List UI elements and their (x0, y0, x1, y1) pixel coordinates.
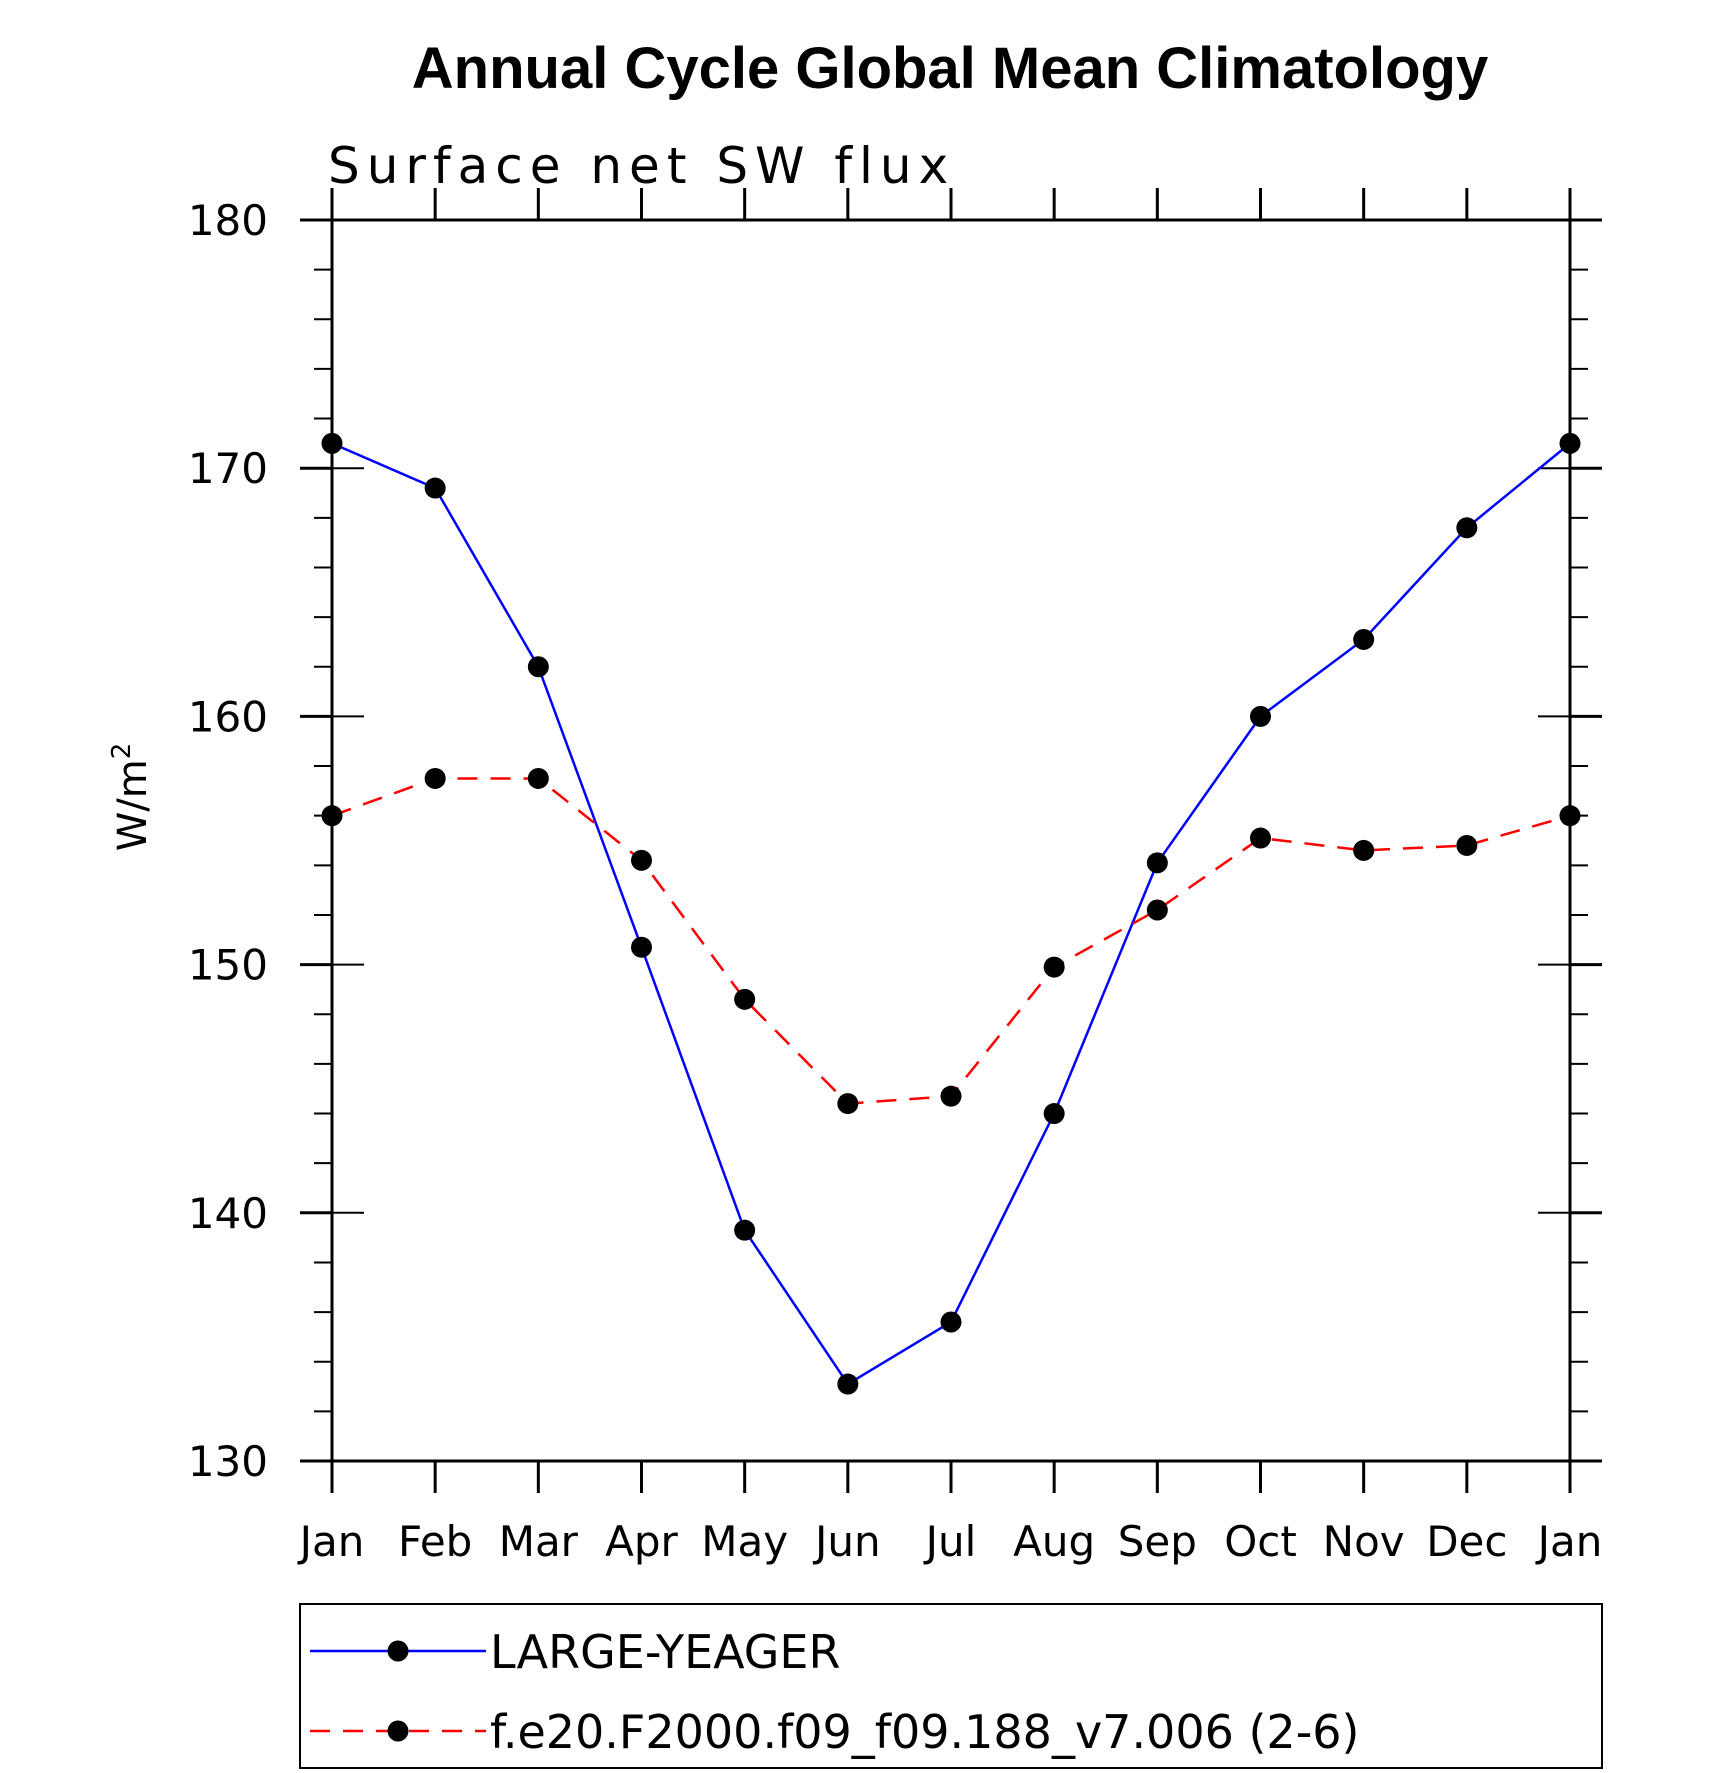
data-point-series-1 (1559, 432, 1581, 454)
data-point-series-2 (424, 767, 446, 789)
y-axis-label-base: W/m (110, 759, 156, 851)
data-point-series-2 (1456, 834, 1478, 856)
x-tick-label: Jun (812, 1517, 881, 1566)
data-point-series-2 (1353, 839, 1375, 861)
x-tick-label: Aug (1013, 1517, 1095, 1566)
data-point-series-2 (1250, 827, 1271, 849)
x-tick-label: Dec (1426, 1517, 1507, 1566)
legend-marker-2 (387, 1720, 409, 1742)
chart-title: Annual Cycle Global Mean Climatology (412, 36, 1488, 101)
x-tick-label: Apr (605, 1517, 678, 1566)
data-point-series-1 (1456, 517, 1478, 539)
data-point-series-1 (424, 477, 446, 499)
series-layer (321, 432, 1581, 1395)
y-tick-label: 130 (188, 1437, 268, 1486)
x-tick-label: Oct (1224, 1517, 1297, 1566)
x-axis: Jan Feb Mar Apr May Jun Jul Aug Sep Oct Nov Dec Jan (297, 188, 1603, 1566)
data-point-series-2 (734, 988, 756, 1010)
data-point-series-1 (837, 1373, 859, 1395)
data-point-series-1 (940, 1311, 962, 1333)
x-tick-label: Jan (297, 1517, 365, 1566)
data-point-series-2 (1043, 956, 1065, 978)
y-tick-label: 180 (188, 196, 268, 245)
data-point-series-2 (837, 1093, 859, 1115)
data-point-series-2 (1146, 899, 1168, 921)
svg-text:W/m2: W/m2 (107, 743, 156, 852)
data-point-series-1 (1353, 628, 1375, 650)
data-point-series-2 (321, 805, 343, 827)
x-tick-label: Mar (499, 1517, 579, 1566)
series-line-1 (331, 442, 1571, 1386)
data-point-series-1 (734, 1219, 756, 1241)
y-axis-label: W/m2 (107, 743, 156, 852)
y-axis: 130 140 150 160 170 180 (188, 196, 1602, 1486)
legend-marker-1 (387, 1640, 409, 1662)
x-tick-label: Jan (1535, 1517, 1603, 1566)
y-tick-label: 170 (188, 444, 268, 493)
x-tick-label: May (701, 1517, 788, 1566)
y-tick-label: 140 (188, 1189, 268, 1238)
data-point-series-1 (527, 656, 549, 678)
plot-frame (330, 218, 1572, 1463)
y-tick-label: 160 (188, 692, 268, 741)
data-point-series-2 (527, 767, 549, 789)
data-point-series-2 (940, 1085, 962, 1107)
data-point-series-1 (321, 432, 343, 454)
x-tick-label: Sep (1118, 1517, 1197, 1566)
chart-subtitle: Surface net SW flux (328, 137, 955, 195)
data-point-series-2 (1559, 805, 1581, 827)
data-point-series-2 (631, 849, 652, 871)
legend-label-1: LARGE-YEAGER (490, 1625, 840, 1679)
y-axis-label-superscript: 2 (107, 743, 137, 760)
x-tick-label: Jul (923, 1517, 977, 1566)
legend-box (299, 1603, 1603, 1769)
data-point-series-1 (1250, 705, 1271, 727)
y-tick-label: 150 (188, 941, 268, 990)
legend: LARGE-YEAGER f.e20.F2000.f09_f09.188_v7.0… (310, 1625, 1360, 1759)
data-point-series-1 (631, 936, 652, 958)
legend-label-2: f.e20.F2000.f09_f09.188_v7.006 (2-6) (490, 1705, 1360, 1759)
data-point-series-1 (1043, 1103, 1065, 1125)
x-tick-label: Nov (1323, 1517, 1405, 1566)
x-tick-label: Feb (398, 1517, 472, 1566)
series-line-2 (331, 777, 1571, 1105)
data-point-series-1 (1146, 852, 1168, 874)
minor-ticks (314, 268, 1588, 1413)
